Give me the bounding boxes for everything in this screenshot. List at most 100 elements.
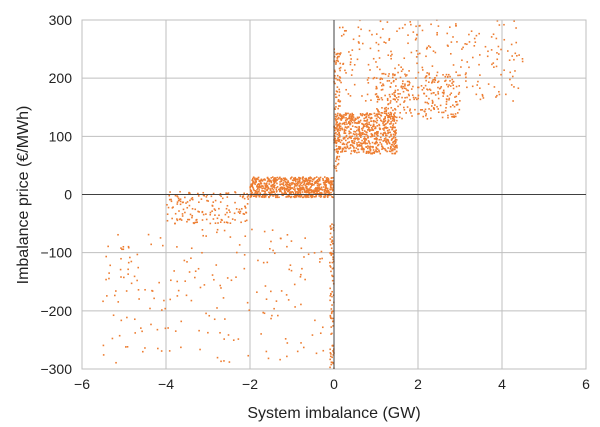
data-point [337,112,339,115]
data-point [346,118,348,121]
data-point [318,184,321,186]
data-point [382,132,385,134]
data-point [394,89,397,92]
data-point [318,185,320,187]
data-point [199,286,202,289]
data-point [447,116,449,119]
data-point [429,46,432,49]
data-point [209,213,212,216]
data-point [389,95,391,98]
data-point [410,51,413,54]
data-point [237,211,240,213]
data-point [299,189,302,192]
data-point [465,76,467,79]
data-point [202,234,204,237]
data-point [223,338,225,340]
data-point [313,183,315,186]
data-point [381,78,384,80]
data-point [384,147,386,150]
data-point [505,93,507,96]
data-point [442,89,445,92]
data-point [332,354,335,356]
data-point [514,70,516,72]
data-point [304,195,306,197]
data-point [487,50,489,53]
data-point [327,180,330,183]
data-point [379,36,382,39]
data-point [223,360,225,362]
data-point [188,192,190,194]
data-point [297,180,299,183]
data-point [153,297,155,300]
data-point [149,307,151,310]
data-point [358,144,360,147]
data-point [282,194,284,197]
data-point [354,117,357,120]
data-point [294,189,296,192]
data-point [298,178,301,180]
data-point [330,177,333,180]
data-point [321,326,324,329]
data-point [216,228,219,231]
data-point [315,181,318,184]
data-point [372,123,375,126]
data-point [277,314,279,317]
data-point [408,94,410,97]
data-point [401,117,403,120]
data-point [329,314,332,317]
data-point [378,111,380,113]
data-point [284,183,287,186]
data-point [268,180,271,183]
data-point [443,91,445,94]
data-point [328,192,331,195]
data-point [397,98,399,101]
data-point [403,87,406,90]
data-point [338,26,341,29]
data-point [350,116,353,119]
data-point [262,190,265,192]
data-point [298,189,300,191]
data-point [437,91,439,93]
data-point [352,116,355,118]
data-point [360,144,363,147]
data-point [228,209,230,211]
data-point [281,192,283,194]
data-point [267,179,270,181]
data-point [368,29,371,32]
y-tick-label: −200 [40,303,72,319]
data-point [178,218,181,221]
data-point [244,207,247,209]
data-point [310,191,312,194]
data-point [227,216,230,218]
data-point [426,118,429,120]
data-point [354,126,357,128]
data-point [263,182,266,185]
data-point [347,93,350,95]
data-point [376,132,379,135]
data-point [394,142,397,145]
data-point [241,196,244,199]
data-point [336,79,339,81]
data-point [289,264,292,266]
data-point [387,107,390,110]
data-point [314,187,316,190]
data-point [493,66,495,68]
data-point [350,58,352,60]
data-point [366,129,369,131]
data-point [304,237,306,239]
data-point [353,151,356,153]
data-point [423,92,425,95]
data-point [376,125,379,127]
data-point [277,188,280,191]
data-point [353,137,355,140]
data-point [380,89,383,91]
data-point [363,136,366,138]
data-point [373,112,376,115]
data-point [261,187,263,190]
data-point [374,127,377,130]
data-point [191,198,194,201]
data-point [306,196,309,198]
data-point [226,192,228,195]
data-point [434,94,437,96]
data-point [270,181,273,184]
